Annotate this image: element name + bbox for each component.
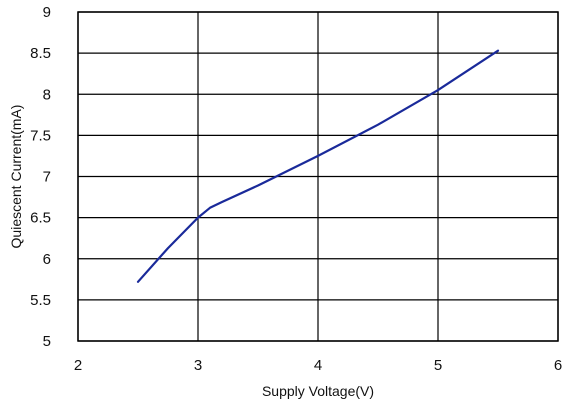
y-axis-label: Quiescent Current(mA) bbox=[8, 105, 24, 249]
x-tick-label: 5 bbox=[434, 357, 442, 374]
y-tick-label: 7 bbox=[43, 169, 51, 186]
y-tick-labels: 5 5.5 6 6.5 7 7.5 8 8.5 9 bbox=[30, 4, 51, 350]
y-tick-label: 6 bbox=[43, 251, 51, 268]
y-tick-label: 5.5 bbox=[30, 292, 51, 309]
series-layer bbox=[136, 49, 500, 283]
x-axis-label: Supply Voltage(V) bbox=[262, 383, 374, 399]
y-tick-label: 7.5 bbox=[30, 127, 51, 144]
x-tick-labels: 2 3 4 5 6 bbox=[74, 357, 562, 374]
y-tick-label: 8 bbox=[43, 86, 51, 103]
y-tick-label: 5 bbox=[43, 333, 51, 350]
x-tick-label: 2 bbox=[74, 357, 82, 374]
x-tick-label: 4 bbox=[314, 357, 322, 374]
y-tick-label: 8.5 bbox=[30, 45, 51, 62]
series-line bbox=[136, 49, 500, 283]
plot-frame bbox=[77, 11, 559, 342]
y-tick-label: 6.5 bbox=[30, 210, 51, 227]
y-tick-label: 9 bbox=[43, 4, 51, 21]
x-tick-label: 6 bbox=[554, 357, 562, 374]
grid-lines bbox=[77, 11, 559, 342]
x-tick-label: 3 bbox=[194, 357, 202, 374]
